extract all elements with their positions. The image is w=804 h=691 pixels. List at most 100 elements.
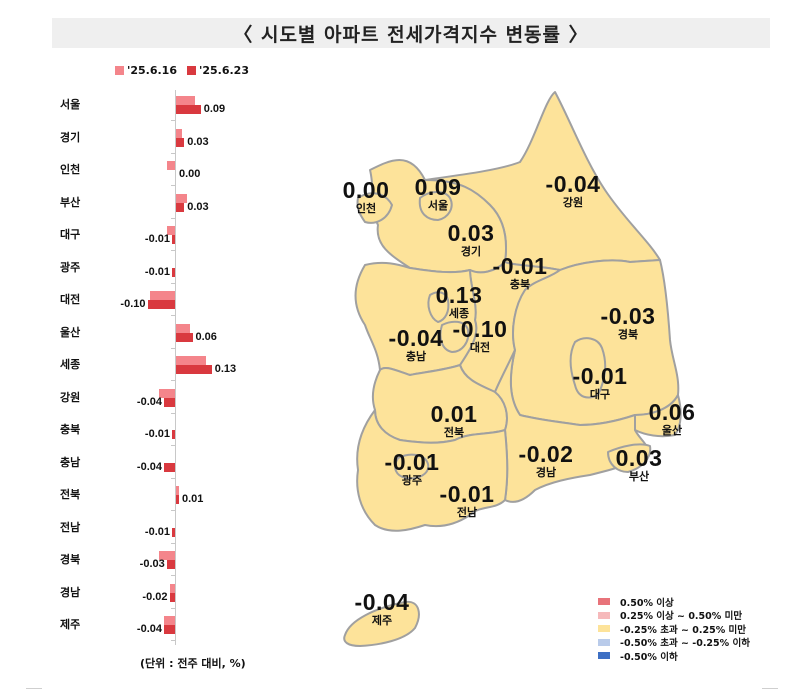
- map-region-label: -0.04 충남: [389, 326, 444, 363]
- data-value-label: 0.00: [179, 168, 201, 180]
- bar-row: 경북 -0.03: [52, 545, 292, 577]
- region-jeju: [343, 600, 420, 647]
- category-label: 경북: [60, 553, 81, 566]
- region-value: 0.03: [615, 445, 663, 471]
- legend-label-curr: '25.6.23: [199, 64, 249, 77]
- axis-tick: [171, 250, 176, 251]
- region-value: 0.06: [648, 399, 696, 425]
- legend-swatch-prev: [115, 66, 124, 75]
- horizontal-bar-chart: 서울 0.09 경기 0.03 인천 0.00 부산 0.03 대구 -0.01 광주 -0.01 대전…: [52, 90, 292, 650]
- data-value-label: 0.09: [203, 103, 226, 115]
- region-name: 서울: [427, 199, 449, 212]
- region-name: 울산: [661, 424, 683, 437]
- bar-prev-week: [150, 291, 175, 300]
- bar-prev-week: [164, 616, 175, 625]
- category-label: 광주: [60, 260, 81, 274]
- region-value: 0.00: [342, 177, 390, 203]
- footer-mark-right: [762, 688, 778, 689]
- map-svg: [343, 91, 682, 647]
- map-region-label: -0.02 경남: [519, 442, 574, 479]
- legend-swatch: [598, 598, 610, 606]
- bar-row: 강원 -0.04: [52, 383, 292, 415]
- region-value: 0.13: [435, 282, 483, 308]
- region-name: 대구: [589, 388, 611, 401]
- legend-swatch: [598, 652, 610, 660]
- map-region-label: 0.03 경기: [448, 221, 495, 258]
- region-name: 세종: [448, 307, 470, 320]
- data-value-label: -0.04: [136, 460, 162, 473]
- bar-curr-week: [169, 592, 175, 602]
- data-value-label: -0.01: [144, 525, 170, 538]
- map-legend-item: -0.50% 초과 ~ -0.25% 이하: [598, 636, 750, 649]
- legend-label: 0.50% 이상: [620, 597, 674, 609]
- region-value: -0.04: [545, 171, 601, 197]
- bar-curr-week: [172, 235, 175, 244]
- map-region-label: -0.01 전남: [440, 482, 495, 519]
- bar-curr-week: [164, 625, 175, 634]
- bar-curr-week: [172, 430, 175, 439]
- category-label: 경남: [60, 585, 81, 599]
- category-label: 부산: [60, 195, 81, 209]
- map-region-label: -0.01 대구: [573, 364, 628, 401]
- data-value-label: -0.04: [136, 623, 162, 635]
- category-label: 제주: [60, 618, 81, 631]
- bar-row: 제주 -0.04: [52, 610, 292, 642]
- region-incheon: [356, 192, 393, 224]
- zero-axis: [175, 90, 176, 645]
- region-daejeon: [439, 320, 470, 353]
- map-region-label: -0.01 충북: [493, 254, 548, 291]
- bar-curr-week: [176, 365, 212, 374]
- region-busan: [607, 443, 652, 473]
- bar-legend: '25.6.16 '25.6.23: [115, 64, 249, 77]
- chart-title-bar: 〈 시도별 아파트 전세가격지수 변동률 〉: [52, 18, 770, 48]
- bar-prev-week: [176, 128, 182, 138]
- bar-row: 경기 0.03: [52, 123, 292, 155]
- region-name: 경북: [617, 328, 639, 341]
- region-name: 제주: [371, 614, 393, 627]
- bar-curr-week: [147, 300, 175, 309]
- bar-curr-week: [176, 137, 185, 147]
- map-region-label: -0.01 광주: [385, 450, 440, 487]
- category-label: 충북: [60, 423, 81, 436]
- region-daegu: [569, 337, 607, 399]
- bar-curr-week: [176, 332, 193, 342]
- map-region-label: 0.01 전북: [431, 402, 478, 439]
- axis-tick: [171, 542, 176, 544]
- category-label: 전북: [60, 488, 81, 501]
- category-label: 충남: [60, 455, 81, 469]
- data-value-label: -0.10: [120, 298, 146, 310]
- region-value: -0.01: [439, 481, 495, 507]
- legend-swatch: [598, 638, 610, 646]
- bar-curr-week: [166, 560, 175, 569]
- legend-label: -0.25% 초과 ~ 0.25% 미만: [620, 624, 747, 636]
- legend-item-curr-week: '25.6.23: [187, 64, 249, 77]
- region-value: 0.01: [430, 401, 478, 427]
- bar-prev-week: [169, 583, 175, 593]
- data-value-label: -0.01: [144, 265, 170, 278]
- bar-curr-week: [176, 105, 201, 114]
- region-name: 강원: [562, 196, 584, 209]
- korea-choropleth-map: 0.00 인천 0.09 서울 0.03 경기 -0.04 강원 -0.01 충북 0.13 세종 -0…: [330, 80, 730, 660]
- axis-tick: [171, 607, 176, 609]
- region-value: 0.03: [447, 220, 495, 246]
- bar-row: 충북 -0.01: [52, 415, 292, 447]
- region-name: 인천: [355, 202, 377, 215]
- map-region-label: -0.10 대전: [453, 317, 508, 354]
- category-label: 대전: [60, 293, 81, 306]
- unit-note: (단위 : 전주 대비, %): [140, 657, 246, 670]
- bar-curr-week: [176, 495, 179, 504]
- data-value-label: -0.02: [142, 590, 168, 603]
- bar-row: 경남 -0.02: [52, 578, 292, 610]
- map-legend-item: 0.50% 이상: [598, 595, 750, 609]
- bar-row: 부산 0.03: [52, 188, 292, 220]
- map-region-label: 0.06 울산: [649, 400, 696, 437]
- data-value-label: -0.04: [136, 395, 162, 408]
- map-region-label: 0.00 인천: [343, 178, 390, 215]
- axis-tick: [171, 185, 176, 186]
- map-region-label: 0.13 세종: [436, 283, 483, 320]
- bar-prev-week: [166, 161, 175, 170]
- map-legend: 0.50% 이상 0.25% 이상 ~ 0.50% 미만 -0.25% 초과 ~ 0…: [598, 595, 750, 663]
- category-label: 전남: [60, 520, 81, 534]
- region-name: 대전: [469, 341, 491, 354]
- axis-tick: [171, 347, 176, 349]
